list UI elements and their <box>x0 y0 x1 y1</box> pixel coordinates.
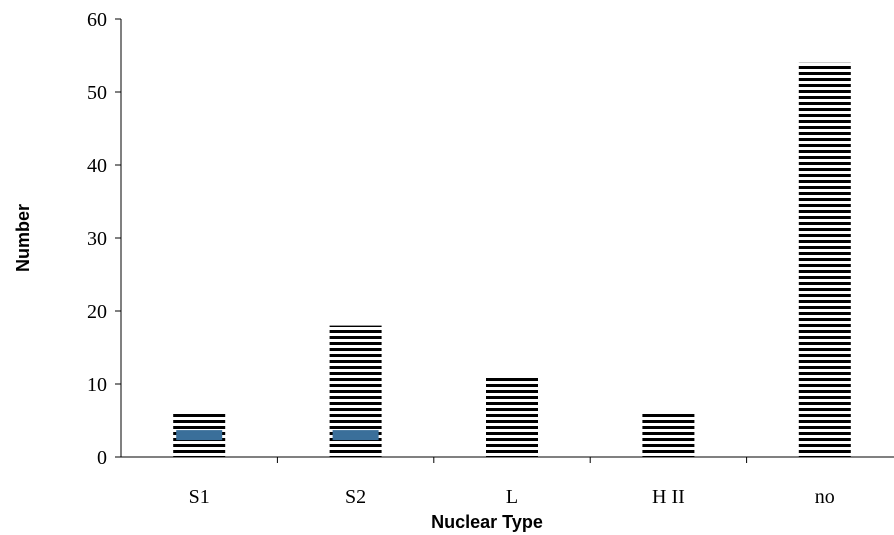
highlight-group <box>176 430 379 441</box>
y-tick-label: 30 <box>87 228 107 250</box>
y-tick-label: 10 <box>87 374 107 396</box>
x-axis-title: Nuclear Type <box>431 512 543 532</box>
y-axis-title: Number <box>13 204 33 272</box>
x-tick-label: L <box>506 486 518 508</box>
bar <box>642 413 695 457</box>
bars-group <box>173 62 851 458</box>
x-tick-label: S1 <box>189 486 210 508</box>
y-tick-label: 60 <box>87 9 107 31</box>
bar <box>486 376 538 457</box>
x-tick-label: H II <box>652 486 685 508</box>
bar <box>798 62 851 458</box>
axes-group: 0 10 20 30 40 50 60 S1 S2 L H II no <box>87 9 894 508</box>
highlight-marker <box>332 430 379 441</box>
y-tick-label: 0 <box>97 447 107 469</box>
highlight-marker <box>176 430 223 441</box>
x-tick-label: no <box>815 486 835 508</box>
y-tick-label: 50 <box>87 82 107 104</box>
y-tick-label: 20 <box>87 301 107 323</box>
x-tick-label: S2 <box>345 486 366 508</box>
y-tick-label: 40 <box>87 155 107 177</box>
